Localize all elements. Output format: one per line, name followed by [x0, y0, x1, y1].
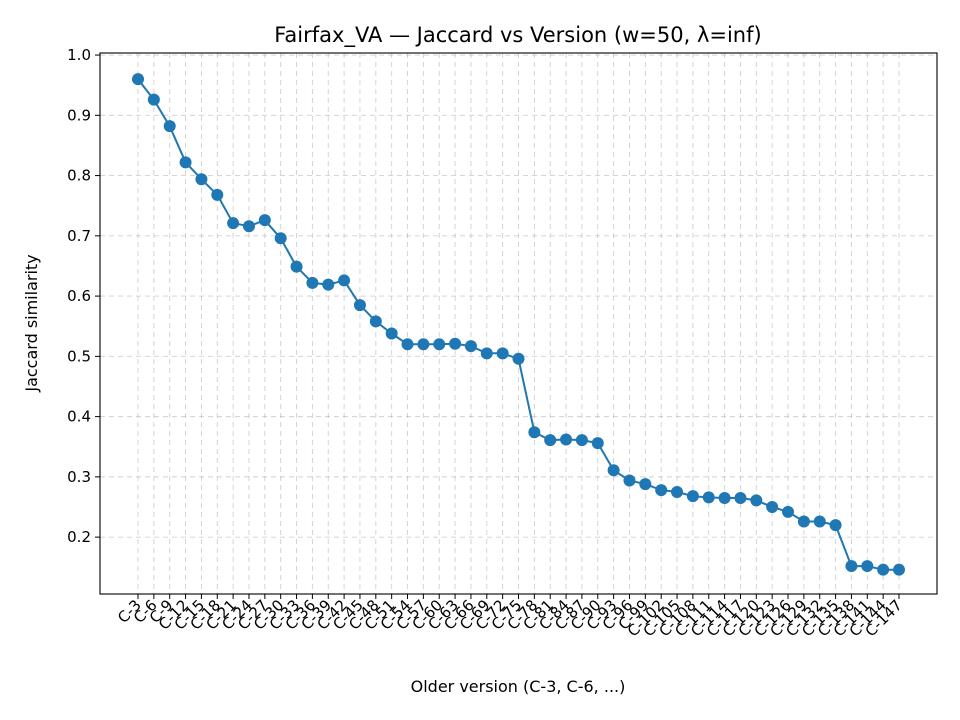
y-tick-label: 0.5 [67, 347, 91, 365]
data-point [591, 437, 604, 450]
y-tick-label: 0.9 [67, 106, 91, 124]
data-point [782, 505, 795, 518]
data-point [433, 338, 446, 351]
data-point [480, 347, 493, 360]
data-point [369, 315, 382, 328]
data-point [147, 93, 160, 106]
data-point [496, 347, 509, 360]
data-point [163, 120, 176, 133]
data-point [274, 232, 287, 245]
data-point [290, 260, 303, 273]
data-point [813, 515, 826, 528]
y-tick-label: 0.4 [67, 408, 91, 426]
data-point [417, 338, 430, 351]
y-tick-label: 0.2 [67, 528, 91, 546]
data-point [179, 156, 192, 169]
data-point [560, 433, 573, 446]
data-point [211, 188, 224, 201]
data-point [227, 217, 240, 230]
data-point [528, 426, 541, 439]
data-point [623, 474, 636, 487]
x-axis-label: Older version (C-3, C-6, ...) [411, 677, 626, 696]
data-point [242, 220, 255, 233]
data-point [464, 340, 477, 353]
y-tick-label: 0.3 [67, 468, 91, 486]
data-point [306, 276, 319, 289]
data-point [607, 464, 620, 477]
data-point [449, 337, 462, 350]
chart-title: Fairfax_VA — Jaccard vs Version (w=50, λ… [274, 23, 761, 48]
series-layer [132, 73, 905, 576]
data-point [655, 484, 668, 497]
data-point [132, 73, 144, 86]
data-point [401, 338, 414, 351]
y-tick-label: 0.8 [67, 167, 91, 185]
y-axis-label: Jaccard similarity [22, 254, 41, 392]
data-point [893, 563, 905, 576]
data-point [671, 485, 684, 498]
data-point [575, 434, 588, 447]
data-point [385, 327, 398, 340]
y-axis: 0.2 0.3 0.4 0.5 0.6 0.7 0.8 0.9 1.0 [67, 46, 100, 546]
data-point [702, 491, 715, 504]
data-point [686, 490, 699, 503]
data-point [338, 274, 351, 287]
data-point [195, 173, 208, 186]
data-point [718, 491, 731, 504]
data-point [845, 560, 858, 573]
y-tick-label: 1.0 [67, 46, 91, 64]
data-point [829, 519, 842, 532]
data-point [766, 501, 779, 514]
data-point [750, 494, 763, 507]
data-point [353, 299, 366, 312]
data-point [861, 560, 874, 573]
data-point [544, 434, 557, 447]
data-point [797, 515, 810, 528]
y-tick-label: 0.7 [67, 227, 91, 245]
data-point [512, 352, 525, 365]
grid [100, 53, 937, 594]
data-point [258, 214, 271, 227]
data-point [877, 563, 890, 576]
data-point [734, 491, 747, 504]
x-axis: C-3C-6C-9C-12C-15C-18C-21C-24C-27C-30C-3… [114, 594, 906, 640]
y-tick-label: 0.6 [67, 287, 91, 305]
data-point [639, 478, 652, 491]
data-point [322, 278, 335, 291]
